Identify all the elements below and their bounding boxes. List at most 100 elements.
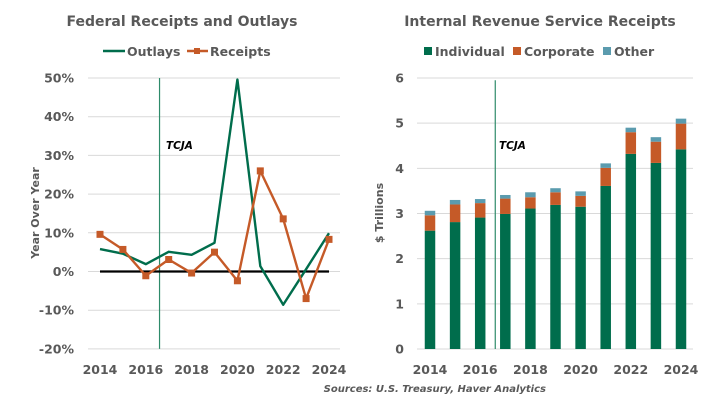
x-tick-label: 2020 — [220, 362, 255, 377]
bar-corporate-2024 — [675, 123, 687, 150]
bar-corporate-2019 — [550, 192, 561, 205]
bar-other-2022 — [625, 127, 637, 133]
data-point-receipts — [256, 167, 264, 175]
y-tick-label: 6 — [395, 71, 404, 86]
bar-corporate-2018 — [525, 197, 536, 209]
y-tick-label: 3 — [395, 206, 404, 221]
x-tick-labels: 2014 2016 2018 2020 2022 2024 — [83, 362, 347, 377]
y-tick-label: 50% — [44, 71, 74, 86]
data-point-receipts — [142, 272, 150, 280]
data-point-receipts — [96, 230, 104, 238]
x-tick-label: 2022 — [613, 362, 648, 377]
bar-corporate-2015 — [449, 204, 461, 223]
bar-individual-2018 — [525, 208, 536, 349]
bar-individual-2023 — [650, 162, 662, 349]
legend-individual-swatch — [424, 47, 432, 55]
legend: Outlays Receipts — [103, 44, 271, 59]
series-line-outlays — [99, 78, 331, 306]
y-tick-label: 0 — [395, 342, 404, 357]
bar-other-2019 — [550, 188, 561, 193]
legend-other-swatch — [603, 47, 611, 55]
bar-corporate-2023 — [650, 141, 662, 163]
bar-other-2018 — [525, 192, 536, 198]
bar-corporate-2021 — [600, 167, 611, 186]
x-tick-label: 2018 — [174, 362, 209, 377]
x-tick-label: 2024 — [312, 362, 347, 377]
bar-corporate-2017 — [500, 198, 511, 214]
x-tick-label: 2024 — [664, 362, 699, 377]
legend-corporate-label: Corporate — [524, 44, 595, 59]
bar-individual-2020 — [575, 206, 586, 349]
bar-individual-2019 — [550, 204, 561, 349]
bar-other-2017 — [500, 194, 511, 199]
y-tick-label: 30% — [44, 148, 74, 163]
chart-title: Federal Receipts and Outlays — [67, 14, 298, 30]
y-tick-label: -10% — [39, 303, 75, 318]
data-point-receipts — [165, 256, 173, 264]
x-tick-label: 2020 — [563, 362, 598, 377]
legend: Individual Corporate Other — [424, 44, 655, 59]
y-tick-label: 4 — [395, 161, 404, 176]
x-tick-label: 2018 — [513, 362, 548, 377]
bar-individual-2015 — [449, 222, 461, 349]
legend-individual-label: Individual — [435, 44, 505, 59]
source-note: Sources: U.S. Treasury, Haver Analytics — [324, 384, 546, 395]
bar-other-2020 — [575, 191, 586, 196]
data-point-receipts — [233, 277, 241, 285]
bar-other-2015 — [449, 199, 461, 205]
legend-outlays-label: Outlays — [127, 44, 180, 59]
legend-other-label: Other — [614, 44, 655, 59]
data-point-receipts — [188, 269, 196, 277]
bar-corporate-2016 — [474, 203, 486, 218]
data-point-receipts — [325, 235, 333, 243]
bar-other-2023 — [650, 137, 662, 142]
y-tick-label: 0% — [53, 264, 75, 279]
x-tick-label: 2014 — [413, 362, 448, 377]
bar-other-2014 — [424, 210, 436, 216]
y-tick-label: 20% — [44, 187, 74, 202]
plot-area — [424, 80, 687, 349]
chart-title: Internal Revenue Service Receipts — [404, 14, 676, 30]
bar-individual-2014 — [424, 230, 436, 349]
x-tick-labels: 2014 2016 2018 2020 2022 2024 — [413, 362, 699, 377]
bar-individual-2022 — [625, 153, 637, 349]
bar-corporate-2022 — [625, 132, 637, 154]
bar-individual-2017 — [500, 213, 511, 349]
y-tick-label: 40% — [44, 109, 74, 124]
x-tick-label: 2014 — [83, 362, 118, 377]
y-axis-label: $ Trillions — [373, 182, 386, 243]
bar-individual-2016 — [474, 217, 486, 349]
y-tick-label: 10% — [44, 225, 74, 240]
y-tick-label: 1 — [395, 296, 404, 311]
gridlines — [88, 77, 340, 350]
data-point-receipts — [211, 248, 218, 256]
x-tick-label: 2022 — [266, 362, 301, 377]
y-axis-label: Year Over Year — [29, 167, 42, 260]
data-point-receipts — [119, 245, 127, 253]
bar-individual-2024 — [675, 149, 687, 349]
plot-area — [96, 78, 333, 349]
y-tick-label: 2 — [395, 251, 404, 266]
y-tick-labels: 0 1 2 3 4 5 6 — [395, 71, 404, 357]
bar-other-2021 — [600, 163, 611, 168]
bar-corporate-2014 — [424, 215, 436, 231]
legend-receipts-marker — [194, 48, 200, 54]
y-tick-label: -20% — [39, 341, 75, 356]
bar-other-2024 — [675, 118, 687, 124]
bar-individual-2021 — [600, 185, 611, 349]
bar-other-2016 — [474, 199, 486, 204]
bar-corporate-2020 — [575, 195, 586, 207]
legend-receipts-label: Receipts — [210, 44, 271, 59]
tcja-annotation: TCJA — [499, 140, 526, 152]
legend-corporate-swatch — [513, 47, 521, 55]
data-point-receipts — [279, 215, 287, 223]
line-chart-federal: Federal Receipts and Outlays Outlays Rec… — [29, 14, 347, 377]
y-tick-labels: -20% -10% 0% 10% 20% 30% 40% 50% — [39, 71, 75, 357]
data-point-receipts — [302, 295, 310, 303]
x-tick-label: 2016 — [463, 362, 498, 377]
x-tick-label: 2016 — [128, 362, 163, 377]
bar-chart-irs: Internal Revenue Service Receipts Indivi… — [373, 14, 699, 377]
y-tick-label: 5 — [395, 116, 404, 131]
tcja-annotation: TCJA — [166, 140, 193, 152]
